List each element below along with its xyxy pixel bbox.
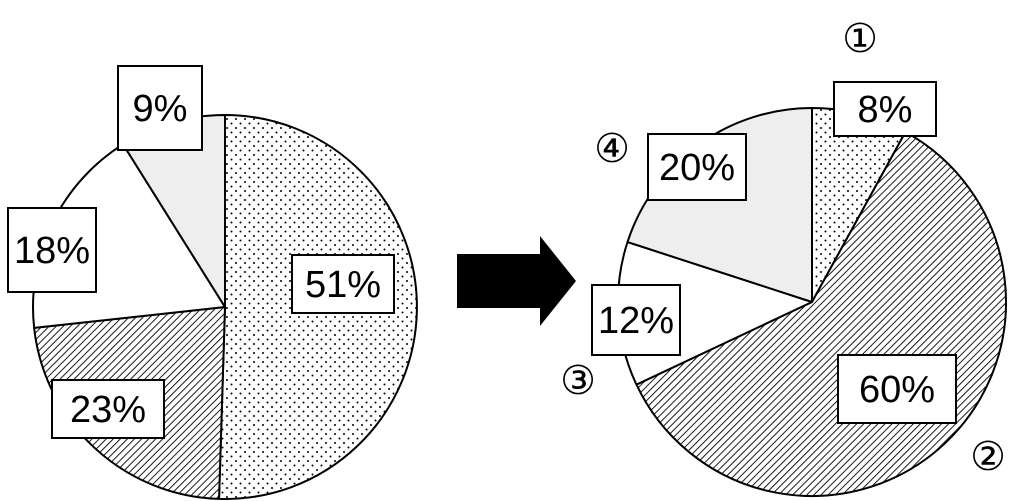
- pie-2-slice-2-label: 60%: [837, 354, 957, 424]
- label-box: [7, 207, 97, 293]
- slice-value-label: 8%: [858, 89, 913, 131]
- slice-value-label: 20%: [659, 147, 735, 189]
- slice-value-label: 51%: [305, 264, 381, 306]
- slice-value-label: 60%: [859, 369, 935, 411]
- pie-2-slice-1-marker: ①: [842, 16, 878, 62]
- label-box: [291, 254, 395, 314]
- pie-1-slice-4-label: 9%: [117, 65, 203, 151]
- label-box: [51, 379, 165, 439]
- pie-2-slice-2-marker: ②: [970, 434, 1006, 480]
- slice-value-label: 18%: [14, 230, 90, 272]
- arrow-right-icon: [457, 236, 576, 326]
- arrow-layer: [457, 236, 576, 326]
- pie-2-slice-1-label: 8%: [833, 81, 937, 137]
- pie-2-slice-4-marker: ④: [594, 126, 630, 172]
- pie-2-slice-4-label: 20%: [647, 133, 747, 201]
- pie-2-slice-3-marker: ③: [560, 358, 596, 404]
- pie-1-slice-1-label: 51%: [291, 254, 395, 314]
- label-box: [837, 354, 957, 424]
- slice-value-label: 12%: [598, 300, 674, 342]
- pie-1-slice-3-label: 18%: [7, 207, 97, 293]
- pie-1-slice-2-label: 23%: [51, 379, 165, 439]
- slice-value-label: 23%: [70, 389, 146, 431]
- slice-value-label: 9%: [133, 88, 188, 130]
- label-box: [833, 81, 937, 137]
- pie-2-slice-3-label: 12%: [591, 284, 681, 356]
- label-box: [591, 284, 681, 356]
- label-box: [117, 65, 203, 151]
- labels-layer: 51% 23% 18% 9% 8% ① 60% ② 12%③ 20% ④: [7, 16, 1006, 480]
- label-box: [647, 133, 747, 201]
